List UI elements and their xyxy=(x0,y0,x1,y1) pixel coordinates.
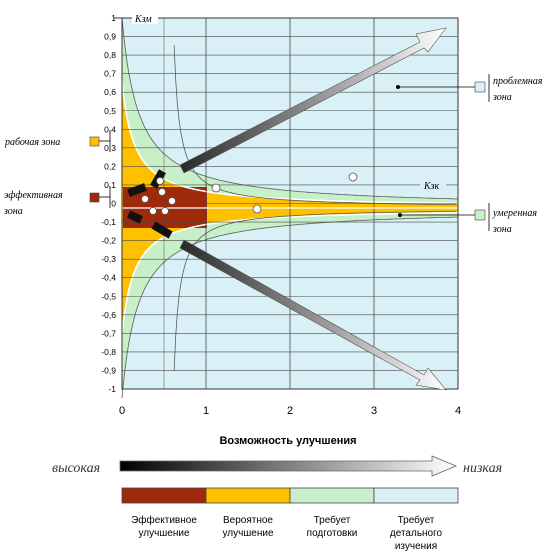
data-point xyxy=(169,198,176,205)
data-point xyxy=(150,208,157,215)
x-axis-ticks: 0 1 2 3 4 xyxy=(119,405,461,417)
y-tick-label: 0,5 xyxy=(104,106,116,116)
scale-label-high: высокая xyxy=(52,461,100,476)
effective-zone-label-1: эффективная xyxy=(4,190,63,201)
legend-bar xyxy=(122,488,458,503)
legend-swatch xyxy=(206,488,290,503)
data-point xyxy=(349,173,357,181)
y-tick-label: 0,2 xyxy=(104,161,116,171)
legend-label: улучшение xyxy=(222,528,274,539)
y-tick-label: -1 xyxy=(108,384,116,394)
y-tick-label: -0,3 xyxy=(101,254,116,264)
y-tick-label: 0 xyxy=(111,199,116,209)
x-tick-label: 4 xyxy=(455,405,461,417)
moderate-zone-label-2: зона xyxy=(492,224,512,235)
y-tick-label: 0,8 xyxy=(104,50,116,60)
legend-label: изучения xyxy=(395,541,437,552)
effective-zone-label-2: зона xyxy=(3,206,23,217)
y-tick-label: 0,7 xyxy=(104,69,116,79)
legend-label: Вероятное xyxy=(223,515,273,526)
data-point xyxy=(157,178,164,185)
problem-zone-swatch xyxy=(475,82,485,92)
legend-label: Эффективное xyxy=(131,514,197,526)
y-tick-label: -0,8 xyxy=(101,347,116,357)
legend-swatch xyxy=(122,488,206,503)
legend-label: Требует xyxy=(398,514,435,526)
y-tick-label: -0,1 xyxy=(101,217,116,227)
x-tick-label: 1 xyxy=(203,405,209,417)
kzk-label: Кзк xyxy=(423,181,440,192)
x-tick-label: 2 xyxy=(287,405,293,417)
data-point xyxy=(142,196,149,203)
y-tick-label: -0,7 xyxy=(101,328,116,338)
scale-arrow xyxy=(120,456,456,476)
problem-zone-label-1: проблемная xyxy=(493,76,543,87)
y-tick-label: -0,2 xyxy=(101,236,116,246)
y-axis-ticks: 10,90,80,70,60,50,40,30,20,10-0,1-0,2-0,… xyxy=(101,13,116,394)
x-tick-label: 0 xyxy=(119,405,125,417)
legend-label: подготовки xyxy=(307,528,358,539)
legend-labels: Эффективное улучшение Вероятное улучшение Тр… xyxy=(131,514,442,552)
legend-label: Требует xyxy=(314,514,351,526)
y-tick-label: -0,4 xyxy=(101,273,116,283)
y-tick-label: -0,5 xyxy=(101,291,116,301)
data-point xyxy=(159,189,166,196)
moderate-zone-swatch xyxy=(475,210,485,220)
y-tick-label: 0,6 xyxy=(104,87,116,97)
data-point xyxy=(162,208,169,215)
data-point xyxy=(253,205,261,213)
data-point xyxy=(212,184,220,192)
problem-zone-label-2: зона xyxy=(492,92,512,103)
legend-swatch xyxy=(290,488,374,503)
work-zone-swatch xyxy=(90,137,99,146)
y-tick-label: 0,9 xyxy=(104,32,116,42)
y-tick-label: -0,6 xyxy=(101,310,116,320)
axis-title: Возможность улучшения xyxy=(219,435,356,447)
legend-label: улучшение xyxy=(138,528,190,539)
kzm-label: Кзм xyxy=(134,14,152,25)
x-tick-label: 3 xyxy=(371,405,377,417)
moderate-zone-label-1: умеренная xyxy=(492,208,537,219)
legend-swatch xyxy=(374,488,458,503)
scale-label-low: низкая xyxy=(463,461,502,476)
effective-zone-swatch xyxy=(90,193,99,202)
y-tick-label: -0,9 xyxy=(101,365,116,375)
legend-label: детального xyxy=(390,528,443,539)
work-zone-label: рабочая зона xyxy=(4,137,60,148)
